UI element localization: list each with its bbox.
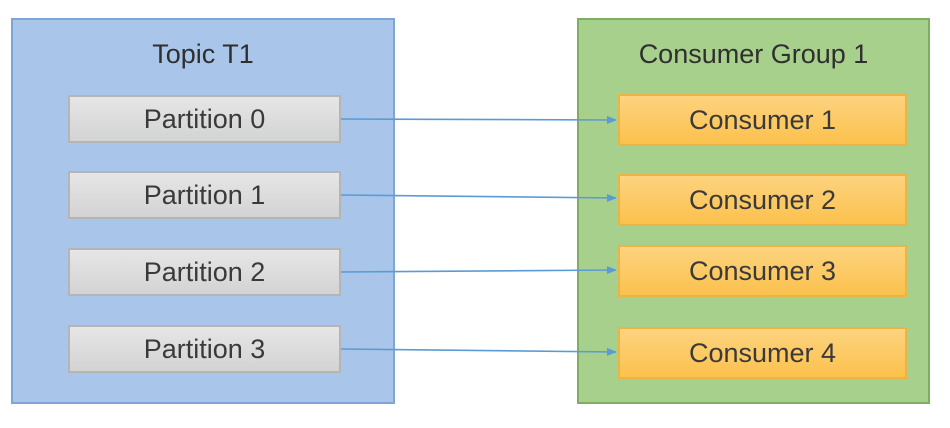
- consumer-1: Consumer 1: [618, 94, 907, 146]
- partition-1: Partition 1: [68, 171, 341, 219]
- consumer-3: Consumer 3: [618, 245, 907, 297]
- partition-3: Partition 3: [68, 325, 341, 373]
- consumer-4: Consumer 4: [618, 327, 907, 379]
- consumer-2: Consumer 2: [618, 174, 907, 226]
- consumer-group-title: Consumer Group 1: [638, 39, 869, 69]
- partition-2: Partition 2: [68, 248, 341, 296]
- topic-title: Topic T1: [152, 39, 254, 69]
- partition-0: Partition 0: [68, 95, 341, 143]
